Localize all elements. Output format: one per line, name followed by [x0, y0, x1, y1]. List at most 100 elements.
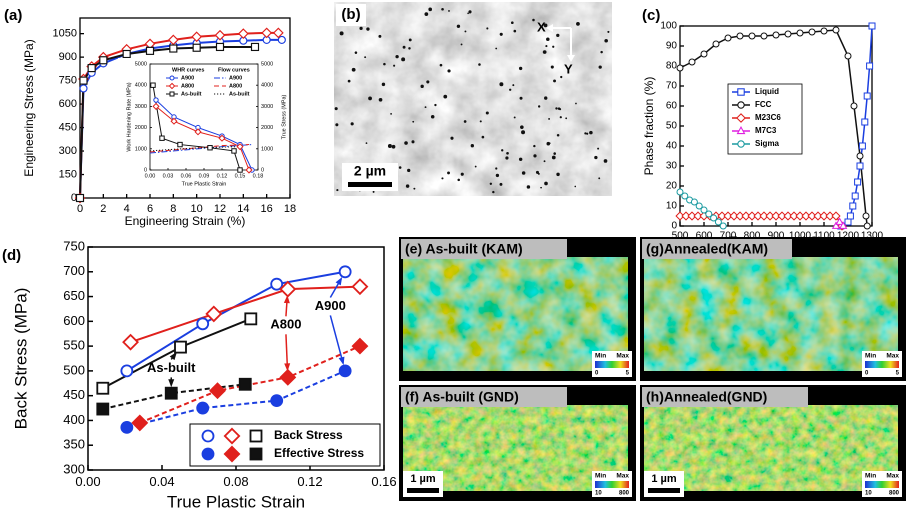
colorbar-max: Max [886, 353, 899, 360]
data-point [153, 97, 159, 103]
precipitate [600, 50, 603, 54]
data-point [771, 211, 781, 221]
data-point [807, 211, 817, 221]
precipitate [439, 63, 443, 67]
colorbar-min: Min [595, 353, 606, 360]
x-tick-label: 0.03 [163, 173, 174, 179]
y-tick-label: 0 [671, 221, 677, 232]
data-point [681, 192, 689, 200]
x-tick-label: 16 [261, 203, 273, 215]
legend-label: A800 [229, 83, 242, 89]
data-point [760, 32, 768, 40]
precipitate [339, 31, 344, 36]
x-tick-label: 1100 [813, 231, 835, 242]
data-point [714, 218, 722, 226]
data-point [759, 211, 769, 221]
legend-marker [169, 75, 175, 81]
precipitate [555, 107, 558, 110]
data-point [122, 333, 139, 351]
map-texture [644, 405, 898, 491]
precipitate [464, 30, 467, 33]
precipitate [575, 102, 577, 105]
y-tick-label: 1050 [53, 28, 77, 40]
precipitate [603, 159, 608, 163]
data-point [174, 340, 187, 354]
precipitate [428, 7, 433, 12]
legend-marker [201, 429, 215, 443]
data-point [795, 211, 805, 221]
arrow-head [284, 363, 291, 372]
scale-bar [648, 488, 680, 493]
data-point [236, 143, 244, 151]
x-tick-label: 10 [191, 203, 203, 215]
data-point [79, 84, 88, 93]
colorbar-high: 800 [889, 491, 900, 497]
y2-axis-label: True Stress (MPa) [281, 94, 287, 139]
data-point [270, 394, 284, 408]
colorbar-high: 5 [896, 371, 900, 377]
precipitate [372, 190, 375, 193]
precipitate [413, 187, 416, 190]
arrow-head [335, 276, 343, 286]
precipitate [537, 105, 541, 108]
legend-title: Flow curves [218, 67, 250, 73]
data-point [765, 211, 775, 221]
data-point [789, 211, 799, 221]
series-line [102, 317, 252, 390]
series-line [126, 369, 346, 429]
precipitate [447, 69, 451, 73]
precipitate [509, 88, 512, 91]
y-tick-label: 450 [59, 121, 77, 133]
precipitate [424, 12, 429, 17]
data-point [218, 134, 226, 142]
y2-tick-label: 5000 [261, 61, 273, 67]
chart: 0.00 0.04 0.08 0.12 0.16 300 350 400 450 500 550 60… [2, 238, 397, 511]
precipitate [584, 132, 587, 135]
colorbar-min: Min [595, 473, 606, 480]
panel-label: (c) [642, 7, 660, 24]
y-tick-label: 900 [59, 51, 77, 63]
precipitate [576, 21, 580, 26]
precipitate [426, 80, 430, 84]
label-box [401, 387, 567, 407]
data-point [844, 218, 852, 226]
y-tick-label: 0 [144, 167, 147, 173]
precipitate [518, 157, 523, 162]
data-point [261, 27, 273, 39]
data-point [177, 141, 183, 148]
data-point [676, 188, 684, 196]
precipitate [467, 12, 469, 15]
legend-marker [736, 126, 746, 135]
y-tick-label: 750 [59, 75, 77, 87]
scale-label: 2 µm [354, 163, 386, 179]
axis-label: Y [564, 61, 573, 76]
data-point [712, 40, 720, 48]
series-line [149, 144, 253, 154]
x-tick-label: 0.00 [75, 474, 100, 489]
precipitate [513, 29, 517, 33]
y2-tick-label: 0 [261, 167, 264, 173]
precipitate [336, 189, 339, 192]
colorbar-low: 0 [865, 371, 869, 377]
data-point [693, 211, 703, 221]
precipitate [378, 34, 382, 38]
label-box [336, 4, 366, 26]
x-tick-label: 8 [170, 203, 176, 215]
legend-marker [223, 427, 241, 445]
data-point [783, 211, 793, 221]
precipitate [543, 23, 548, 28]
precipitate [407, 168, 411, 173]
data-point [724, 34, 732, 42]
y-tick-label: 650 [63, 288, 85, 303]
data-point [695, 202, 703, 210]
precipitate [381, 82, 386, 87]
data-point [813, 211, 823, 221]
precipitate [537, 172, 540, 175]
data-point [75, 193, 85, 203]
chart: 0.00 0.03 0.06 0.09 0.12 0.15 0.18010002000300… [118, 58, 289, 192]
plot-frame [79, 17, 291, 199]
data-point [79, 76, 88, 85]
data-point [850, 102, 858, 110]
y-axis-label: Engineering Stress (MPa) [22, 39, 36, 176]
precipitate [457, 178, 460, 182]
